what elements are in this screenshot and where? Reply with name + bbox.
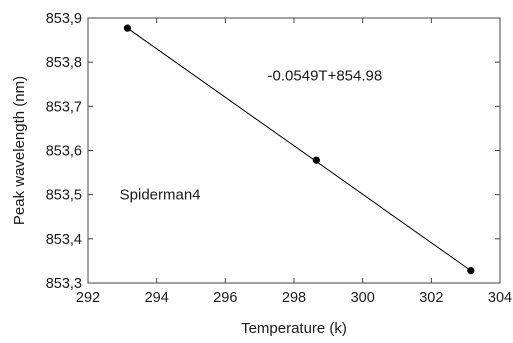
sample-name-label: Spiderman4 [120, 187, 201, 204]
plot-frame [87, 17, 501, 284]
data-points [123, 24, 475, 275]
data-point [312, 156, 320, 164]
y-tick-label: 853,9 [46, 11, 82, 27]
x-tick-label: 294 [145, 290, 169, 306]
y-tick-label: 853,5 [46, 188, 82, 204]
x-tick-label: 302 [419, 290, 443, 306]
x-tick-label: 304 [488, 290, 512, 306]
data-point [123, 24, 132, 32]
y-axis-title: Peak wavelength (nm) [11, 76, 28, 225]
fit-line-layer [127, 27, 472, 272]
x-axis-ticks: 292 294 296 298 300 302 304 [76, 18, 512, 306]
y-tick-label: 853,6 [46, 144, 82, 160]
x-tick-label: 300 [351, 290, 375, 306]
annotations: -0.0549T+854.98 Spiderman4 [120, 67, 383, 203]
x-axis-title: Temperature (k) [241, 320, 347, 337]
x-tick-label: 296 [213, 290, 237, 306]
y-tick-label: 853,8 [46, 55, 82, 71]
y-tick-label: 853,4 [46, 232, 82, 248]
x-tick-label: 298 [282, 290, 306, 306]
fit-line [127, 27, 472, 272]
y-tick-label: 853,3 [46, 276, 82, 292]
y-axis-ticks: 853,3 853,4 853,5 853,6 853,7 853,8 853,9 [46, 11, 500, 292]
fit-equation-label: -0.0549T+854.98 [268, 67, 383, 84]
x-tick-label: 292 [76, 290, 100, 306]
data-point [467, 267, 475, 275]
y-tick-label: 853,7 [46, 99, 82, 115]
